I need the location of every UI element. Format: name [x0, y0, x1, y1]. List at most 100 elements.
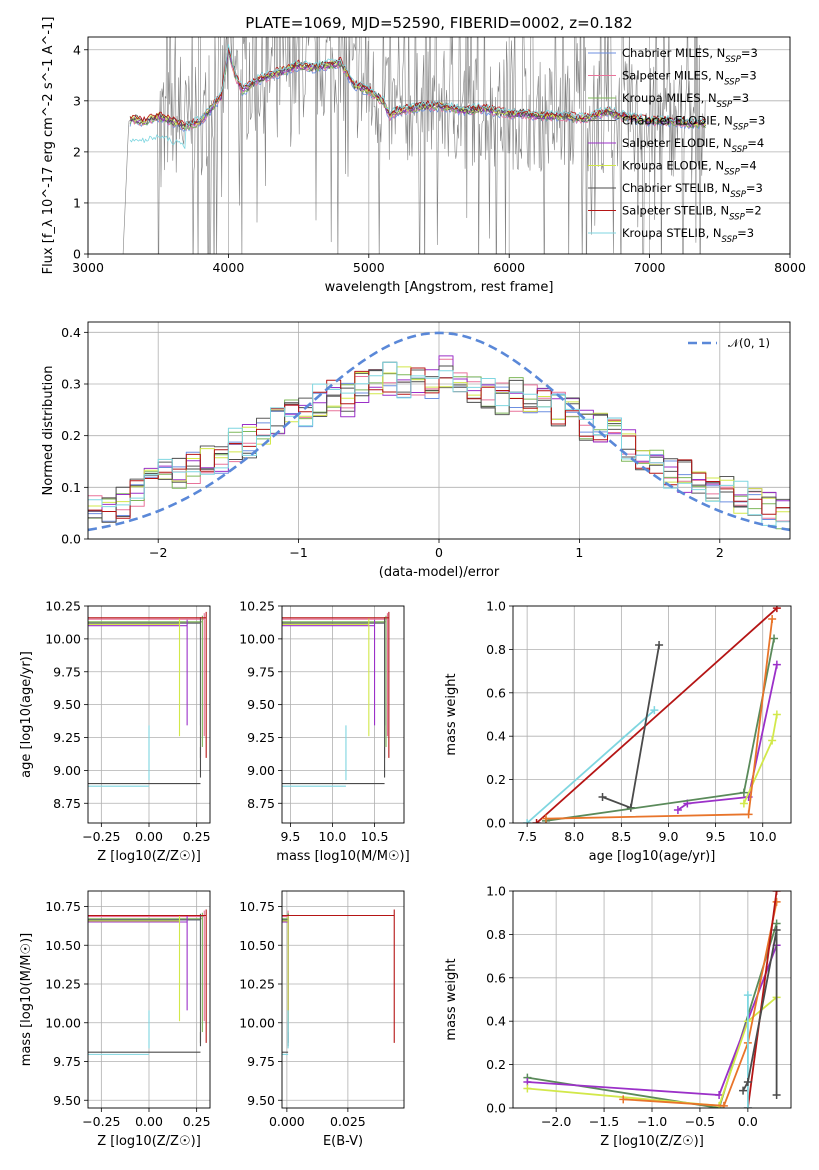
x-tick-label: 10.0 — [319, 829, 347, 844]
legend-subscript: SSP — [722, 235, 738, 245]
legend-subscript: SSP — [732, 145, 748, 155]
legend-value: =3 — [740, 69, 757, 83]
legend-value: =3 — [737, 226, 754, 240]
panel-mass-weight-vs-age: 7.5 8.0 8.5 9.0 9.5 10.0 0.0 0.2 0.4 0.6 0.8 1.0 age… — [444, 599, 792, 864]
axes-frame — [281, 890, 405, 1109]
data-point — [715, 1090, 724, 1099]
x-tick-label: −1.5 — [589, 1114, 619, 1129]
x-tick-label: 9.0 — [659, 829, 679, 844]
x-tick-label: 8000 — [774, 260, 806, 275]
observed-spectrum — [122, 37, 706, 254]
legend-value: =3 — [732, 91, 749, 105]
y-tick-label: 0.0 — [486, 816, 506, 831]
y-tick-label: 9.25 — [247, 730, 275, 745]
gridlines — [88, 605, 210, 823]
ticks: 7.5 8.0 8.5 9.0 9.5 10.0 0.0 0.2 0.4 0.6 0.8 1.0 — [486, 599, 777, 845]
y-tick-label: 9.75 — [53, 664, 81, 679]
x-tick-label: −2 — [149, 545, 167, 560]
mass-weight-line — [526, 709, 655, 823]
y-tick-label: 9.75 — [53, 1054, 81, 1069]
y-tick-label: 0.8 — [486, 927, 506, 942]
data-point — [768, 615, 777, 624]
legend-subscript: SSP — [717, 100, 733, 110]
data-point — [770, 634, 779, 643]
x-tick-label: 0.00 — [135, 1114, 163, 1129]
panel-age-vs-mass: 9.5 10.0 10.5 8.75 9.00 9.25 9.50 9.75 10.00 10.2… — [239, 599, 410, 865]
panel-age-vs-Z: −0.25 0.00 0.25 8.75 9.00 9.25 9.50 9.75 10.00 10… — [19, 599, 211, 865]
panel-spectrum: 3000 4000 5000 6000 7000 8000 0 1 2 3 4 wavelength … — [41, 17, 806, 295]
y-tick-label: 10.75 — [45, 899, 81, 914]
y-tick-label: 10.75 — [239, 899, 275, 914]
axes-frame — [512, 890, 792, 1109]
data-point — [655, 641, 664, 650]
x-tick-label: 2 — [716, 545, 724, 560]
residual-histogram — [88, 361, 790, 526]
data-point — [772, 897, 781, 906]
legend-subscript: SSP — [724, 168, 740, 178]
data-point — [541, 814, 550, 823]
y-tick-label: 9.75 — [247, 664, 275, 679]
axes-frame — [512, 605, 792, 824]
x-tick-label: −0.25 — [82, 1114, 120, 1129]
panel-mass-vs-EBV: 0.000 0.025 9.50 9.75 10.00 10.25 10.50 10.75 E(… — [239, 890, 405, 1149]
panel-mass-weight-vs-Z: −2.0 −1.5 −1.0 −0.5 0.0 0.0 0.2 0.4 0.6 0.8 1.0 Z [… — [444, 884, 792, 1149]
x-tick-label: 0.25 — [183, 829, 211, 844]
legend-entry: Chabrier MILES, NSSP=3 — [622, 46, 758, 65]
gridlines — [88, 322, 790, 540]
figure-title: PLATE=1069, MJD=52590, FIBERID=0002, z=0… — [245, 14, 632, 32]
legend-value: =3 — [746, 181, 763, 195]
y-axis-label: mass weight — [444, 673, 459, 755]
y-tick-label: 10.25 — [45, 599, 81, 614]
x-axis-label: mass [log10(M/M☉)] — [276, 849, 409, 864]
legend-value: =4 — [740, 159, 757, 173]
mass-weight-line — [527, 923, 778, 1108]
ticks: −0.25 0.00 0.25 9.50 9.75 10.00 10.25 10.50 10.7… — [45, 899, 210, 1129]
x-tick-label: 0.0 — [738, 1114, 758, 1129]
y-tick-label: 0.2 — [61, 428, 81, 443]
data-point — [739, 799, 748, 808]
legend-value: =3 — [748, 114, 765, 128]
mass-weight-line — [743, 714, 778, 804]
data-point — [739, 788, 748, 797]
mass-weight-line — [742, 929, 778, 1095]
y-tick-label: 0.0 — [61, 532, 81, 547]
y-axis-label: mass [log10(M/M☉)] — [19, 933, 34, 1066]
y-tick-label: 3 — [73, 93, 81, 108]
panel-mass-vs-Z: −0.25 0.00 0.25 9.50 9.75 10.00 10.25 10.50 10.7… — [19, 890, 211, 1149]
legend-value: =2 — [745, 204, 762, 218]
plot-area — [88, 909, 207, 1055]
mass-weight-line — [536, 607, 778, 823]
gridlines — [282, 891, 404, 1108]
y-tick-label: 0.0 — [486, 1101, 506, 1116]
data-point — [650, 706, 659, 715]
data-point — [772, 660, 781, 669]
y-tick-label: 0.4 — [486, 1014, 506, 1029]
x-tick-label: 8.0 — [564, 829, 584, 844]
data-point — [772, 606, 781, 613]
x-axis-label: Z [log10(Z/Z☉)] — [97, 1134, 201, 1149]
plot-area — [282, 909, 395, 1055]
x-tick-label: 9.5 — [280, 829, 300, 844]
plot-area — [523, 891, 781, 1108]
x-tick-label: 9.5 — [706, 829, 726, 844]
data-point — [772, 891, 781, 895]
y-axis-label: mass weight — [444, 958, 459, 1040]
y-tick-label: 8.75 — [53, 796, 81, 811]
y-axis-label: Flux [f_λ 10^-17 erg cm^-2 s^-1 A^-1] — [41, 17, 56, 275]
plot-area — [523, 606, 781, 823]
y-axis-label: Normed distribution — [41, 366, 56, 496]
x-tick-label: 4000 — [212, 260, 244, 275]
y-tick-label: 9.50 — [53, 1093, 81, 1108]
y-tick-label: 10.25 — [239, 599, 275, 614]
legend-entry: Chabrier STELIB, NSSP=3 — [622, 181, 763, 200]
plot-area — [88, 331, 790, 532]
x-axis-label: (data-model)/error — [379, 565, 500, 580]
mass-weight-line — [623, 901, 778, 1107]
data-point — [739, 1086, 748, 1095]
data-point — [743, 991, 752, 1000]
residual-histogram — [88, 355, 790, 512]
x-tick-label: 0.000 — [269, 1114, 305, 1129]
x-tick-label: −0.25 — [82, 829, 120, 844]
panels: 3000 4000 5000 6000 7000 8000 0 1 2 3 4 wavelength … — [19, 17, 806, 1149]
